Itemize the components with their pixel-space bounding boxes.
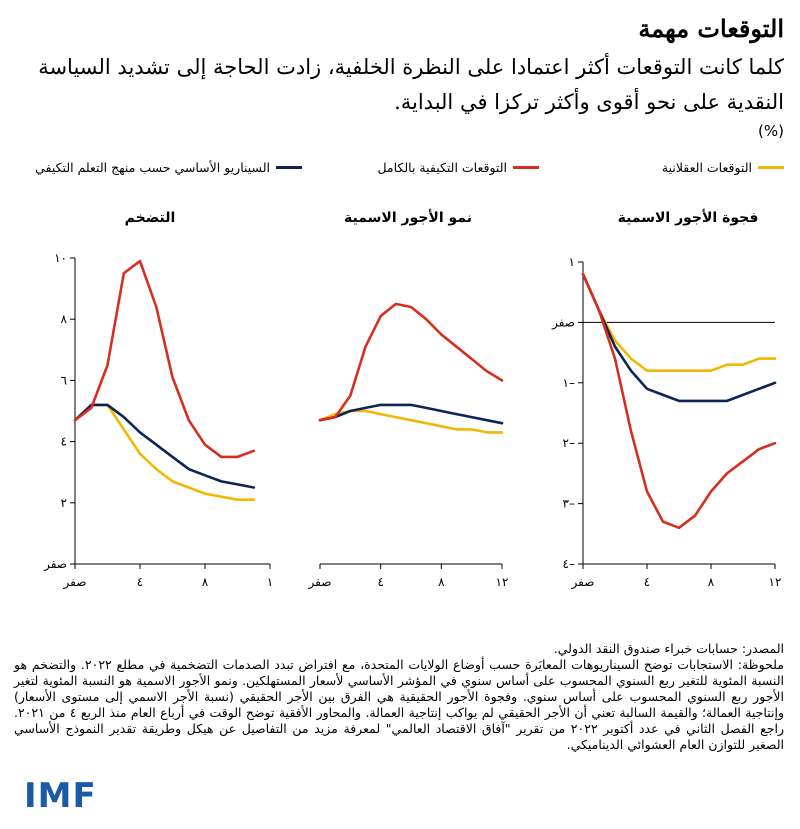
series-line-adaptive <box>581 272 777 530</box>
x-tick-label: صفر <box>571 575 595 590</box>
x-tick-label: ٨ <box>708 575 715 589</box>
series-line-baseline <box>73 403 256 489</box>
y-tick-label: ٤– <box>563 557 575 571</box>
notes: المصدر: حسابات خبراء صندوق النقد الدولي.… <box>14 641 784 753</box>
y-tick-label: ١٠ <box>54 251 67 265</box>
methodology-note: ملحوظة: الاستجابات توضح السيناريوهات الم… <box>14 657 784 752</box>
x-tick-label: ٤ <box>137 575 143 589</box>
series-line-baseline <box>318 403 504 425</box>
source-note: المصدر: حسابات خبراء صندوق النقد الدولي. <box>553 641 784 656</box>
y-tick-label: صفر <box>551 315 575 330</box>
series-line-adaptive <box>318 302 504 422</box>
legend-label-rational: التوقعات العقلانية <box>661 160 752 175</box>
y-tick-label: ٤ <box>61 435 67 449</box>
y-tick-label: ٨ <box>61 312 68 326</box>
legend-swatch-rational <box>758 166 784 169</box>
x-tick-label: صفر <box>63 575 87 590</box>
x-tick-label: صفر <box>308 575 332 590</box>
y-tick-label: ١ <box>569 255 575 269</box>
y-tick-label: صفر <box>43 557 67 572</box>
legend: التوقعات العقلانية التوقعات التكيفية بال… <box>10 160 784 184</box>
series-line-rational <box>318 409 504 434</box>
series-line-adaptive <box>73 259 256 459</box>
y-tick-label: ١– <box>563 376 575 390</box>
x-tick-label: ٤ <box>377 575 383 589</box>
legend-item-baseline: السيناريو الأساسي حسب منهج التعلم التكيف… <box>35 160 302 175</box>
y-tick-label: ٦ <box>61 373 67 387</box>
legend-item-rational: التوقعات العقلانية <box>662 160 784 175</box>
x-tick-label: ١٢ <box>496 575 509 589</box>
series-line-baseline <box>581 272 777 403</box>
chart-subtitle: كلما كانت التوقعات أكثر اعتمادا على النظ… <box>38 55 784 114</box>
unit-label: (%) <box>758 122 784 140</box>
y-tick-label: ٢ <box>61 496 67 510</box>
legend-swatch-baseline <box>276 166 302 169</box>
x-tick-label: ٨ <box>438 575 445 589</box>
chart-panel-2: صفر ٤ ٨ ١٢ ٤– ٣– ٢– ١– صفر ١ <box>551 255 781 590</box>
panel-title-wage-gap: فجوة الأجور الاسمية <box>617 210 759 226</box>
legend-item-adaptive: التوقعات التكيفية بالكامل <box>377 160 539 175</box>
y-tick-label: ٣– <box>563 497 575 511</box>
x-tick-label: ١ <box>267 575 273 589</box>
chart-panel-0: صفر ٤ ٨ ١ صفر ٢ ٤ ٦ ٨ ١٠ <box>43 251 273 590</box>
panel-title-wage-growth: نمو الأجور الاسمية <box>344 210 472 226</box>
panel-title-inflation: التضخم <box>124 210 176 226</box>
chart-title: التوقعات مهمة <box>638 14 784 43</box>
legend-label-baseline: السيناريو الأساسي حسب منهج التعلم التكيف… <box>35 160 270 175</box>
y-tick-label: ٢– <box>563 436 575 450</box>
chart-panel-1: صفر ٤ ٨ ١٢ <box>308 302 509 590</box>
x-tick-label: ١٢ <box>769 575 782 589</box>
series-line-rational <box>581 272 777 373</box>
legend-swatch-adaptive <box>513 166 539 169</box>
imf-logo: IMF <box>24 776 97 816</box>
legend-label-adaptive: التوقعات التكيفية بالكامل <box>377 160 507 175</box>
x-tick-label: ٨ <box>202 575 209 589</box>
x-tick-label: ٤ <box>644 575 650 589</box>
